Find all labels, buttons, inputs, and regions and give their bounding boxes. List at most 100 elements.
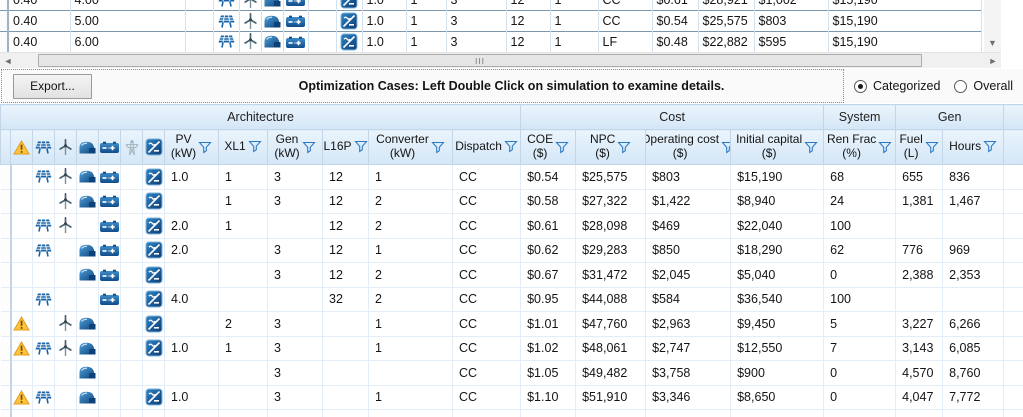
cell-grid xyxy=(120,360,143,386)
filter-icon[interactable] xyxy=(721,141,730,154)
scroll-down-icon[interactable]: ▼ xyxy=(988,38,997,48)
cell-xl1 xyxy=(218,262,268,288)
cell-spacer xyxy=(185,0,214,11)
optimization-case-row[interactable]: 4.0 32 2 CC $0.95 $44,088 $584 $36,540 100 xyxy=(0,287,1023,312)
optimization-case-row[interactable]: 1 3 12 2 CC $0.58 $27,322 $1,422 $8,940 24 1,381 1,… xyxy=(0,189,1023,214)
optimization-case-row[interactable]: 1.0 1 3 1 CC $1.02 $48,061 $2,747 $12,550 7 3,143 6… xyxy=(0,336,1023,361)
cell-operating-cost: $850 xyxy=(645,238,732,263)
cell-ren-frac: 24 xyxy=(823,189,897,214)
filter-icon[interactable] xyxy=(431,141,445,154)
battery-icon xyxy=(99,244,120,257)
converter-icon xyxy=(145,266,163,284)
cell-converter xyxy=(336,0,363,11)
cell-npc: $31,472 xyxy=(575,262,647,288)
cell-pv-kw: 4.0 xyxy=(164,287,219,312)
sensitivity-row[interactable]: 0.40 5.00 1.0 1 3 12 1 CC $0.54 $25,575 $803 $15,19… xyxy=(0,10,982,32)
scroll-right-icon[interactable]: ► xyxy=(988,56,998,66)
cell-operating-cost: $2,045 xyxy=(645,262,732,288)
categorized-radio[interactable] xyxy=(854,79,867,93)
column-header-dispatch: Dispatch xyxy=(451,129,522,165)
filter-icon[interactable] xyxy=(878,141,893,154)
filter-icon[interactable] xyxy=(617,141,631,154)
cell-wind xyxy=(54,238,77,263)
filter-icon[interactable] xyxy=(353,140,368,154)
cell-pv-kw: 2.0 xyxy=(164,238,219,263)
cell-pv-kw: 1.0 xyxy=(362,0,407,11)
filter-icon[interactable] xyxy=(504,140,518,154)
cell-converter xyxy=(142,164,165,190)
row-head xyxy=(0,262,12,288)
cell-pv-kw xyxy=(164,311,219,337)
battery-icon xyxy=(99,269,120,282)
battery-icon xyxy=(99,293,120,306)
header-warning xyxy=(10,129,33,165)
cell-initial-capital: $15,190 xyxy=(730,164,825,190)
column-header-initial-capital: Initial capital ($) xyxy=(730,129,825,165)
sensitivity-row[interactable]: 0.40 4.00 1.0 1 3 12 1 CC $0.61 $28,921 $1,002 $15,… xyxy=(0,0,982,11)
filter-icon[interactable] xyxy=(983,140,997,154)
cell-gen-kw: 3 xyxy=(446,31,507,52)
optimization-case-row[interactable]: 2 3 1 CC $1.01 $47,760 $2,963 $9,450 5 3,227 6,266 xyxy=(0,311,1023,337)
cell-spacer xyxy=(185,10,214,32)
column-header-hours: Hours xyxy=(942,129,1005,165)
group-cost: Cost xyxy=(520,104,825,130)
cell-gen-kw xyxy=(267,213,323,239)
column-label: NPC ($) xyxy=(589,132,616,160)
cell-battery xyxy=(98,311,121,337)
cell-converter xyxy=(336,31,363,52)
cell-battery xyxy=(283,0,309,11)
cell-gen-kw: 3 xyxy=(267,360,323,386)
cell-fuel: 4,047 xyxy=(895,385,944,410)
filter-icon[interactable] xyxy=(804,141,818,154)
scroll-left-icon[interactable]: ◄ xyxy=(3,56,13,66)
cell-operating-cost: $2,747 xyxy=(645,336,732,361)
cell-initial-capital: $900 xyxy=(730,360,825,386)
filter-icon[interactable] xyxy=(555,141,569,154)
cell-xl1: 1 xyxy=(218,164,268,190)
cell-filler xyxy=(1003,164,1023,190)
sensitivity-row[interactable]: 0.40 6.00 1.0 1 3 12 1 LF $0.48 $22,882 $595 $15,19… xyxy=(0,31,982,52)
filter-icon[interactable] xyxy=(198,141,212,154)
export-button[interactable]: Export... xyxy=(13,73,92,99)
horizontal-scrollbar[interactable]: ◄ III ► xyxy=(0,52,1001,68)
cell-empty xyxy=(32,409,55,417)
optimization-case-row[interactable]: 1.0 3 1 CC $1.10 $51,910 $3,346 $8,650 0 4,047 7,7… xyxy=(0,385,1023,410)
cell-ren-frac: 0 xyxy=(823,360,897,386)
cell-pv-kw: 1.0 xyxy=(164,164,219,190)
optimization-case-row[interactable]: 2.0 3 12 1 CC $0.62 $29,283 $850 $18,290 62 776 969 xyxy=(0,238,1023,263)
optimization-case-row[interactable]: 3 12 2 CC $0.67 $31,472 $2,045 $5,040 0 2,388 2,35… xyxy=(0,262,1023,288)
wind-icon xyxy=(243,12,258,30)
filter-icon[interactable] xyxy=(925,141,939,154)
optimization-case-row[interactable]: 2.0 1 12 2 CC $0.61 $28,098 $469 $22,040 100 xyxy=(0,213,1023,239)
converter-icon xyxy=(145,315,163,333)
cell-battery xyxy=(98,262,121,288)
cell-dispatch: CC xyxy=(452,360,522,386)
cell-pv xyxy=(32,238,55,263)
row-head xyxy=(0,164,12,190)
group-system: System xyxy=(823,104,897,130)
row-head xyxy=(0,287,12,312)
optimization-case-row[interactable]: 3 CC $1.05 $49,482 $3,758 $900 0 4,570 8,760 xyxy=(0,360,1023,386)
cell-operating-cost: $803 xyxy=(754,10,829,32)
filter-icon[interactable] xyxy=(247,140,262,154)
scrollbar-thumb[interactable]: III xyxy=(38,54,922,67)
cell-wind xyxy=(54,287,77,312)
cell-pv xyxy=(32,287,55,312)
cell-grid xyxy=(120,213,143,239)
cell-wind xyxy=(239,31,262,52)
column-label: Ren Frac (%) xyxy=(826,132,877,160)
vertical-scrollbar[interactable]: ▼ xyxy=(984,0,1001,52)
cell-battery xyxy=(98,164,121,190)
cell-operating-cost: $595 xyxy=(754,31,829,52)
cell-filler xyxy=(1003,287,1023,312)
grid-icon xyxy=(124,139,140,156)
filter-icon[interactable] xyxy=(301,141,316,154)
cell-sensitivity-2: 6.00 xyxy=(70,31,186,52)
optimization-case-row[interactable]: 1.0 1 3 12 1 CC $0.54 $25,575 $803 $15,190 68 655 83… xyxy=(0,164,1023,190)
cell-l16p: 12 xyxy=(322,189,369,214)
battery-icon xyxy=(99,171,120,184)
header-pv xyxy=(32,129,55,165)
cell-fuel: 655 xyxy=(895,164,944,190)
overall-radio[interactable] xyxy=(954,79,968,93)
cell-pv xyxy=(32,360,55,386)
